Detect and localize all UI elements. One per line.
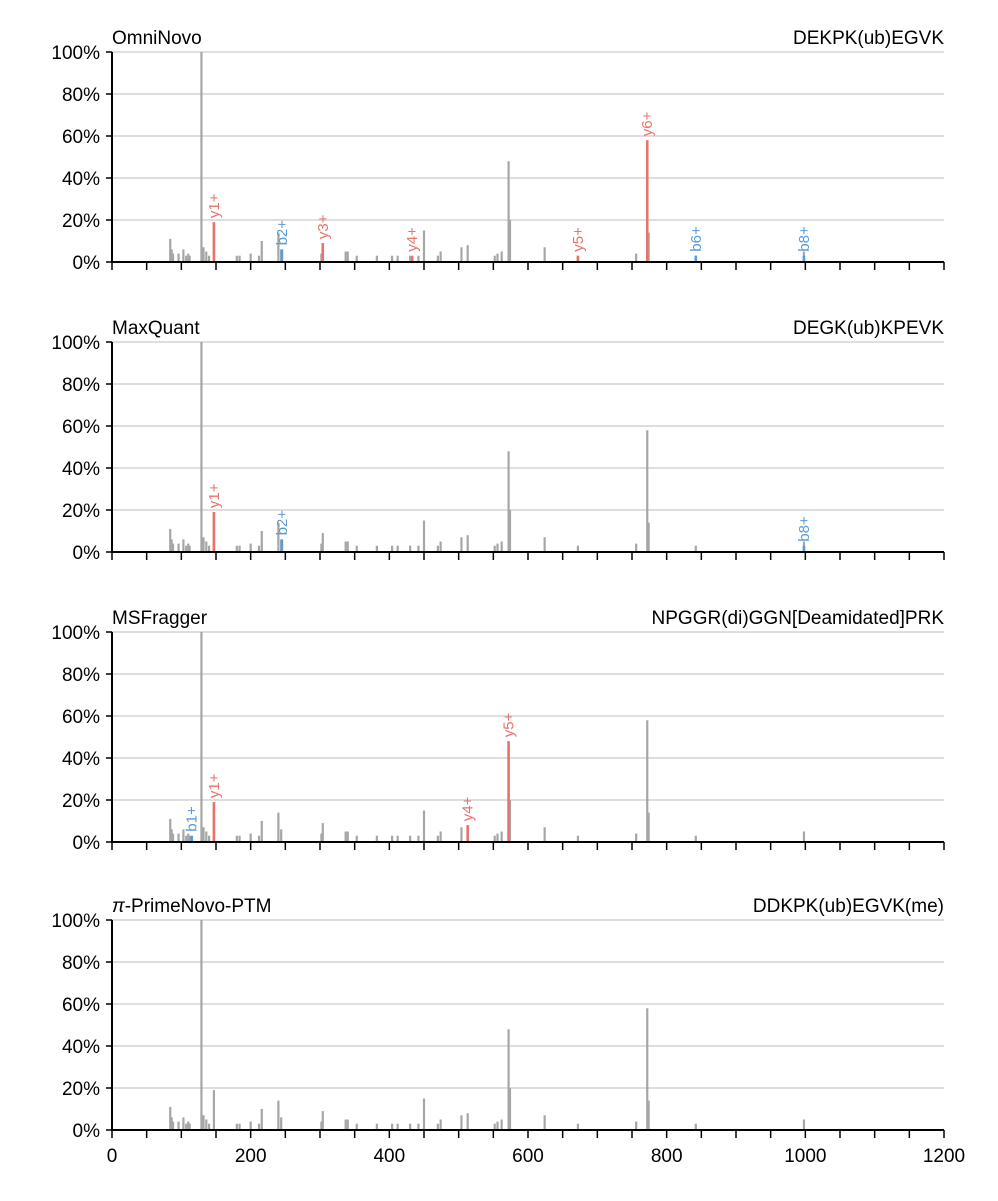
y-tick-label: 20% xyxy=(62,211,100,232)
y-tick-label: 80% xyxy=(62,85,100,106)
y-tick-label: 40% xyxy=(62,459,100,480)
tool-name: π-PrimeNovo-PTM xyxy=(112,896,271,917)
ion-label-y5+: y5+ xyxy=(570,227,587,252)
y-tick-label: 100% xyxy=(51,333,100,354)
y-tick-label: 20% xyxy=(62,791,100,812)
tool-name-prefix: π xyxy=(112,896,126,917)
y-tick-label: 0% xyxy=(73,543,101,564)
y-tick-label: 40% xyxy=(62,749,100,770)
peptide-sequence: NPGGR(di)GGN[Deamidated]PRK xyxy=(652,608,945,629)
x-tick-label: 1000 xyxy=(784,1146,826,1167)
x-tick-label: 800 xyxy=(651,1146,683,1167)
y-tick-label: 20% xyxy=(62,1079,100,1100)
tool-name: OmniNovo xyxy=(112,28,202,49)
ion-label-b2+: b2+ xyxy=(274,510,291,536)
y-tick-label: 0% xyxy=(73,833,101,854)
y-tick-label: 0% xyxy=(73,253,101,274)
ion-label-y4+: y4+ xyxy=(404,227,421,252)
ion-label-y3+: y3+ xyxy=(315,214,332,239)
y-tick-label: 60% xyxy=(62,127,100,148)
x-tick-label: 400 xyxy=(373,1146,405,1167)
y-tick-label: 100% xyxy=(51,911,100,932)
tool-name-text: MaxQuant xyxy=(112,318,200,339)
y-tick-label: 80% xyxy=(62,375,100,396)
panels: 0% 20% 40% 60% 80% 100% y1+ b2+ y3+ y4+ y5+ y6+ b6+ b… xyxy=(51,28,965,1167)
x-tick-label: 1200 xyxy=(923,1146,965,1167)
ion-label-y5+: y5+ xyxy=(501,712,518,737)
ion-label-y1+: y1+ xyxy=(206,773,223,798)
ion-label-y1+: y1+ xyxy=(206,483,223,508)
y-tick-label: 40% xyxy=(62,169,100,190)
ion-label-b6+: b6+ xyxy=(688,226,705,252)
y-tick-label: 0% xyxy=(73,1121,101,1142)
panel-2: 0% 20% 40% 60% 80% 100% y1+ b2+ b8+ MaxQuant DEGK(… xyxy=(51,318,945,564)
tool-name-text: OmniNovo xyxy=(112,28,202,49)
peptide-sequence: DEGK(ub)KPEVK xyxy=(793,318,944,339)
ion-label-y4+: y4+ xyxy=(460,796,477,821)
ion-label-b8+: b8+ xyxy=(796,226,813,252)
y-tick-label: 80% xyxy=(62,665,100,686)
x-tick-label: 200 xyxy=(235,1146,267,1167)
tool-name: MSFragger xyxy=(112,608,208,629)
panel-4: 0% 20% 40% 60% 80% 100% 0 200 400 600 800 1000 1200 π… xyxy=(51,896,965,1167)
x-tick-label: 0 xyxy=(107,1146,118,1167)
x-tick-label: 600 xyxy=(512,1146,544,1167)
y-tick-label: 60% xyxy=(62,995,100,1016)
tool-name-text: MSFragger xyxy=(112,608,208,629)
y-tick-label: 100% xyxy=(51,623,100,644)
ion-label-b1+: b1+ xyxy=(184,806,201,832)
tool-name: MaxQuant xyxy=(112,318,200,339)
peptide-sequence: DDKPK(ub)EGVK(me) xyxy=(753,896,944,917)
ion-label-y6+: y6+ xyxy=(639,111,656,136)
panel-3: 0% 20% 40% 60% 80% 100% b1+ y1+ y4+ y5+ MSFragger N… xyxy=(51,608,945,854)
peptide-sequence: DEKPK(ub)EGVK xyxy=(793,28,944,49)
y-tick-label: 40% xyxy=(62,1037,100,1058)
ion-label-b8+: b8+ xyxy=(796,516,813,542)
ion-label-b2+: b2+ xyxy=(274,220,291,246)
y-tick-label: 60% xyxy=(62,707,100,728)
y-tick-label: 20% xyxy=(62,501,100,522)
ion-label-y1+: y1+ xyxy=(206,193,223,218)
tool-name-text: -PrimeNovo-PTM xyxy=(125,896,272,917)
y-tick-label: 80% xyxy=(62,953,100,974)
panel-1: 0% 20% 40% 60% 80% 100% y1+ b2+ y3+ y4+ y5+ y6+ b6+ b… xyxy=(51,28,945,274)
y-tick-label: 100% xyxy=(51,43,100,64)
y-tick-label: 60% xyxy=(62,417,100,438)
